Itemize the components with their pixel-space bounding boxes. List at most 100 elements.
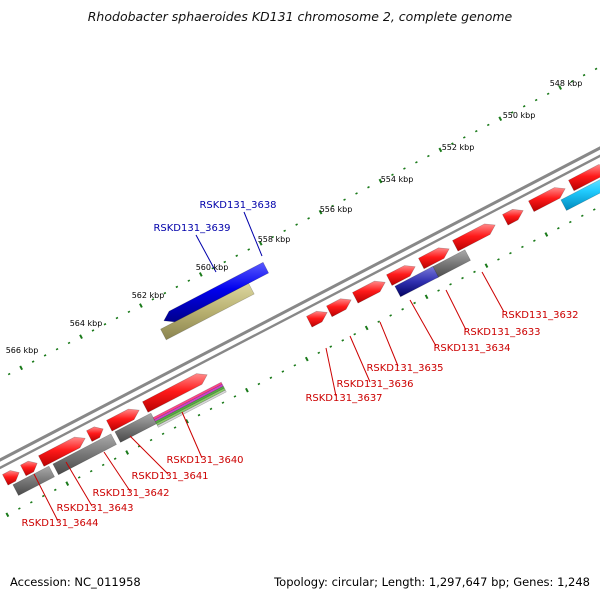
cyan-feature: [560, 179, 600, 211]
inner-tick-mark: [401, 308, 404, 311]
inner-tick-mark: [173, 426, 177, 429]
tick-label: 550 kbp: [503, 111, 536, 120]
outer-tick-mark: [522, 105, 526, 108]
inner-tick-mark: [101, 463, 105, 467]
inner-tick-mark: [461, 276, 464, 280]
outer-tick-mark: [247, 248, 251, 251]
chromosome-backbone: [0, 146, 600, 470]
outer-tick-mark: [594, 67, 598, 71]
tick-label: 554 kbp: [381, 175, 414, 184]
inner-tick-mark: [389, 314, 392, 317]
inner-tick-mark: [497, 258, 500, 261]
reverse-gene: [163, 261, 270, 323]
stacked-feature: [152, 381, 223, 420]
inner-tick-mark: [293, 364, 297, 367]
inner-tick-mark: [65, 481, 70, 486]
leader-line: [379, 321, 399, 367]
inner-tick-mark: [424, 294, 429, 300]
inner-tick-mark: [185, 419, 189, 424]
outer-tick-mark: [115, 316, 119, 320]
outer-tick-mark: [570, 80, 574, 83]
outer-tick-mark: [43, 354, 47, 357]
inner-tick-mark: [580, 214, 584, 218]
inner-tick-mark: [137, 445, 141, 448]
outer-tick-mark: [175, 285, 179, 289]
outer-tick-mark: [223, 260, 227, 264]
leader-line: [325, 347, 337, 397]
inner-tick-mark: [209, 407, 213, 411]
tick-label: 548 kbp: [550, 79, 583, 88]
tick-label: 564 kbp: [70, 319, 103, 328]
leader-line: [409, 299, 437, 347]
inner-tick-mark: [125, 450, 130, 455]
backbone-line: [0, 146, 600, 462]
inner-tick-mark: [18, 507, 21, 510]
outer-tick-mark: [55, 347, 59, 351]
outer-tick-mark: [391, 173, 394, 176]
outer-tick-mark: [271, 235, 275, 239]
gene-label: RSKD131_3641: [131, 471, 208, 482]
leader-line: [195, 234, 217, 273]
gene-label: RSKD131_3639: [153, 223, 230, 234]
outer-tick-mark: [295, 223, 298, 226]
inner-tick-mark: [29, 501, 33, 504]
inner-tick-mark: [149, 438, 153, 442]
gene-label: RSKD131_3632: [501, 310, 578, 321]
leader-line: [181, 411, 203, 459]
forward-gene: [418, 247, 450, 270]
forward-gene: [568, 164, 600, 192]
leader-line: [65, 461, 93, 507]
forward-gene: [306, 310, 328, 328]
gene-label: RSKD131_3644: [21, 518, 98, 529]
outer-tick-mark: [474, 129, 478, 133]
inner-tick-mark: [269, 376, 273, 379]
navy-feature: [394, 265, 439, 298]
outer-tick-mark: [283, 229, 286, 233]
outer-tick-mark: [546, 92, 550, 96]
forward-gene: [502, 208, 524, 226]
gene-label: RSKD131_3635: [366, 363, 443, 374]
outer-tick-mark: [127, 310, 131, 314]
outer-tick-mark: [79, 334, 83, 340]
forward-gene: [106, 408, 140, 432]
outer-tick-mark: [486, 123, 490, 127]
gene-label: RSKD131_3642: [92, 488, 169, 499]
inner-tick-mark: [473, 270, 476, 274]
inner-tick-mark: [556, 227, 560, 230]
inner-tick-mark: [304, 356, 309, 362]
outer-tick-mark: [582, 73, 586, 77]
gene-label: RSKD131_3637: [305, 393, 382, 404]
inner-tick-mark: [77, 476, 81, 479]
inner-tick-mark: [89, 469, 93, 473]
inner-tick-mark: [53, 488, 57, 492]
outer-tick-mark: [510, 111, 514, 114]
leader-line: [349, 335, 371, 383]
leader-line: [129, 435, 169, 475]
outer-tick-mark: [258, 240, 263, 246]
tick-label: 566 kbp: [6, 346, 39, 355]
outer-tick-mark: [187, 279, 191, 282]
outer-tick-mark: [450, 142, 454, 145]
outer-tick-mark: [151, 298, 155, 301]
outer-tick-mark: [331, 204, 334, 208]
inner-tick-mark: [221, 401, 225, 404]
feature-track: [2, 164, 600, 496]
forward-gene: [86, 426, 104, 442]
outer-tick-mark: [7, 372, 11, 376]
outer-tick-mark: [403, 167, 406, 170]
outer-tick-mark: [427, 154, 430, 158]
outer-tick-mark: [438, 147, 443, 153]
outer-tick-mark: [558, 85, 562, 90]
gene-label: RSKD131_3640: [166, 455, 243, 466]
gene-label: RSKD131_3633: [463, 327, 540, 338]
outer-tick-mark: [355, 192, 358, 195]
olive-feature: [160, 282, 255, 341]
inner-tick-mark: [353, 332, 357, 336]
inner-tick-mark: [41, 494, 45, 498]
leader-line: [33, 473, 59, 522]
inner-tick-mark: [533, 239, 536, 242]
outer-tick-mark: [534, 98, 538, 102]
tick-label: 558 kbp: [258, 235, 291, 244]
inner-tick-mark: [113, 457, 117, 460]
